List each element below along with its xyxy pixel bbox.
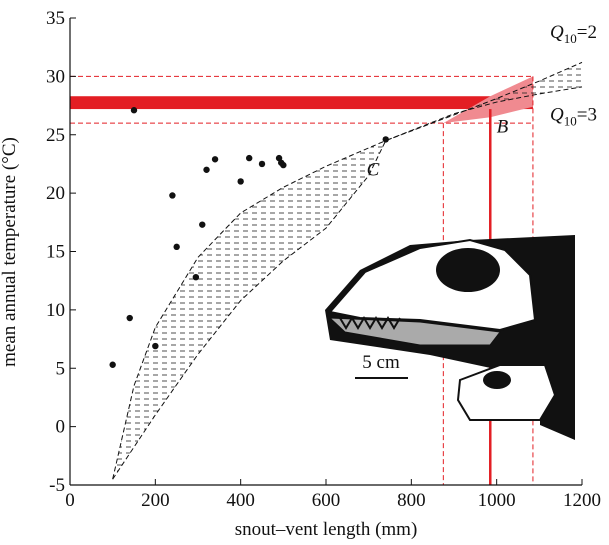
highlight-region — [443, 76, 533, 124]
x-tick-label: 800 — [397, 490, 426, 511]
data-point — [152, 342, 159, 350]
data-point — [211, 156, 219, 163]
y-tick-label: 20 — [46, 183, 65, 204]
skull-illustration — [325, 235, 575, 440]
y-tick-label: 0 — [56, 417, 66, 438]
x-tick-label: 600 — [312, 490, 341, 511]
y-tick-label: 30 — [46, 66, 65, 87]
q10-label: Q10=3 — [550, 105, 597, 129]
x-tick-label: 1000 — [478, 490, 516, 511]
data-point — [280, 161, 287, 169]
data-point — [258, 160, 266, 168]
x-tick-label: 400 — [226, 490, 255, 511]
scale-label: 5 cm — [362, 352, 400, 373]
temperature-band — [70, 96, 533, 110]
q10-symbol: Q — [550, 105, 564, 126]
y-axis-label: mean annual temperature (°C) — [0, 137, 20, 367]
y-tick-label: 35 — [46, 8, 65, 29]
x-axis-label: snout–vent length (mm) — [235, 519, 418, 540]
y-tick-label: 15 — [46, 242, 65, 263]
q10-subscript: 10 — [564, 31, 577, 46]
label-b: B — [497, 116, 509, 137]
data-point — [382, 136, 389, 143]
data-point — [126, 314, 133, 322]
x-tick-label: 200 — [141, 490, 170, 511]
envelope-curve — [112, 86, 583, 480]
q10-symbol: Q — [550, 22, 564, 43]
label-c: C — [367, 160, 380, 181]
data-point — [199, 221, 206, 228]
q10-label: Q10=2 — [550, 22, 597, 46]
q10-subscript: 10 — [564, 114, 577, 129]
y-tick-label: 25 — [46, 125, 65, 146]
y-tick-label: -5 — [49, 475, 65, 496]
data-point — [246, 154, 253, 162]
data-point — [237, 178, 244, 185]
data-point — [192, 273, 200, 281]
data-point — [173, 243, 180, 251]
data-point — [109, 361, 116, 368]
y-tick-label: 10 — [46, 300, 65, 321]
data-point — [169, 192, 176, 199]
data-point — [203, 166, 210, 173]
x-tick-label: 1200 — [563, 490, 601, 511]
envelope-hatch — [112, 62, 583, 480]
x-tick-label: 0 — [65, 490, 75, 511]
data-point — [130, 107, 138, 114]
q10-rest: =2 — [577, 22, 597, 43]
q10-rest: =3 — [577, 105, 597, 126]
envelope-curve — [112, 61, 583, 480]
y-tick-label: 5 — [56, 358, 66, 379]
